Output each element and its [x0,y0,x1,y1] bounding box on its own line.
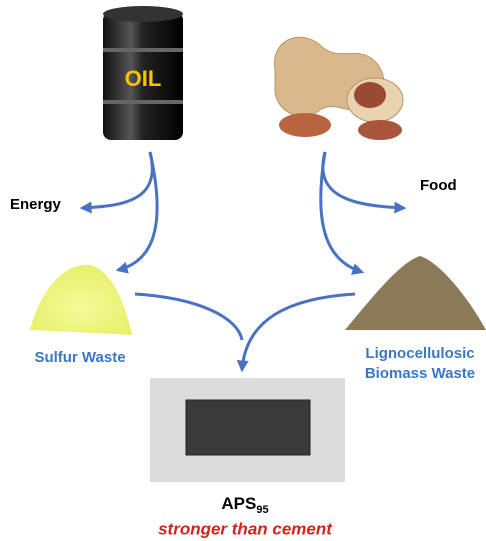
oil-label: OIL [125,66,162,91]
sulfur-label: Sulfur Waste [34,349,125,366]
oil-barrel: OIL [103,6,183,140]
product-subscript: 95 [256,504,268,516]
biomass-pile [345,256,486,330]
food-label: Food [420,177,457,194]
product-label: APS95 [221,494,268,515]
sulfur-pile [30,265,132,335]
peanuts [274,37,403,140]
product-name: APS [221,494,256,513]
biomass-label: Biomass Waste [365,365,475,382]
tagline: stronger than cement [158,519,333,538]
biomass-label: Lignocellulosic [365,345,474,362]
sample-block [186,400,310,455]
diagram: OIL Energy Food Sulfur Waste Lignocellul… [0,0,486,541]
energy-label: Energy [10,196,62,213]
